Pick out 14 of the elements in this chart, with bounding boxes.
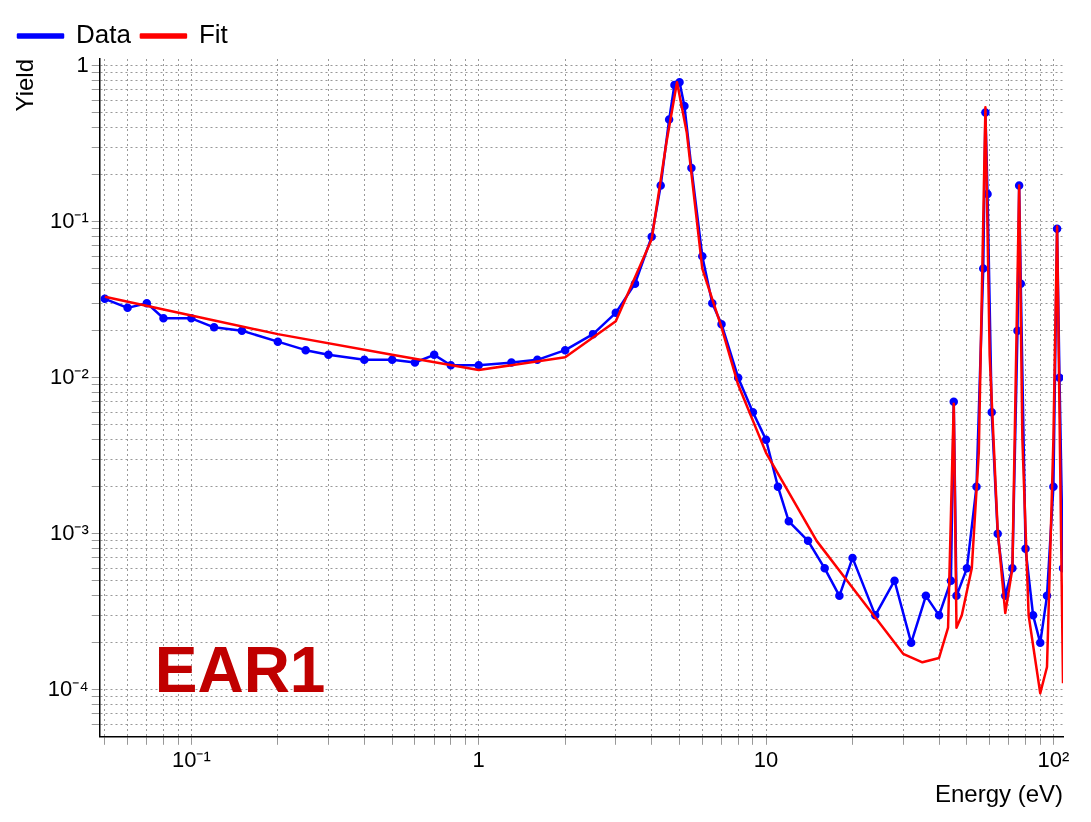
x-tick-label: 10 <box>753 747 779 773</box>
x-tick-label: 1 <box>472 747 485 773</box>
legend-label: Fit <box>198 19 229 50</box>
x-axis-title: Energy (eV) <box>934 780 1063 808</box>
x-tick-label: 10² <box>1037 747 1070 773</box>
y-tick-label: 10⁻³ <box>49 519 89 545</box>
y-tick-label: 1 <box>76 51 89 77</box>
y-tick-label: 10⁻⁴ <box>47 675 89 701</box>
y-tick-label: 10⁻² <box>49 363 89 389</box>
y-axis-title: Yield <box>11 59 39 112</box>
y-tick-label: 10⁻¹ <box>49 207 89 233</box>
legend-label: Data <box>76 19 132 50</box>
annotation: EAR1 <box>154 634 326 707</box>
x-tick-label: 10⁻¹ <box>171 747 211 773</box>
